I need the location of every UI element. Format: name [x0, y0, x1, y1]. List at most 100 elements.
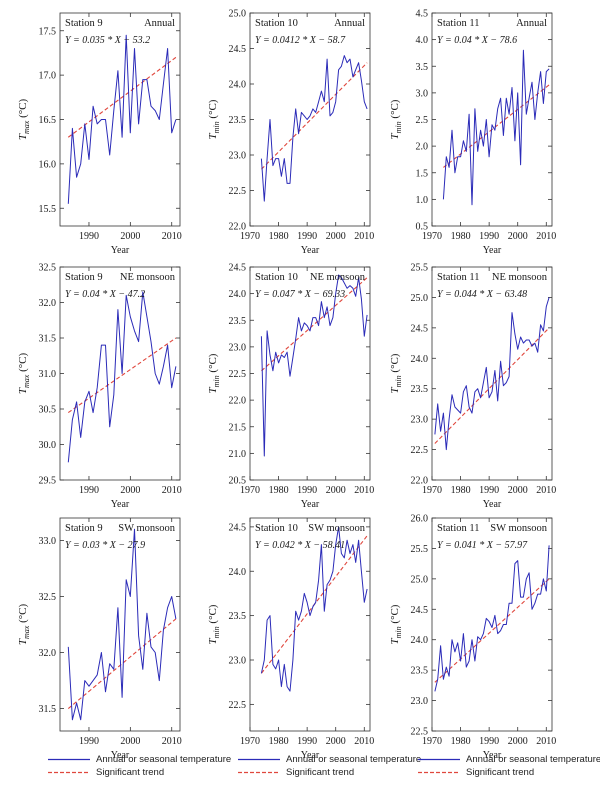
chart-panel: 0.5 1.0 1.5 2.0 2.5 3.0 3.5 4.0 4.5 1970 1980 1990 2…: [389, 9, 556, 257]
y-tick-label: 25.5: [411, 544, 429, 555]
y-tick-label: 17.5: [39, 26, 57, 37]
y-axis-label: Tmin (°C): [207, 99, 221, 139]
legend-middle: Annual or seasonal temperature Significa…: [238, 753, 428, 779]
y-tick-label: 22.5: [411, 727, 429, 738]
y-tick-label: 20.5: [229, 476, 247, 487]
chart-panel: 22.0 22.5 23.0 23.5 24.0 24.5 25.0 25.5 1970 1980…: [389, 263, 556, 511]
station-label: Station 11: [437, 523, 480, 534]
y-tick-label: 22.5: [411, 445, 429, 456]
y-axis-label-main: T: [17, 638, 29, 645]
y-axis-label-main: T: [389, 637, 401, 644]
trend-equation: Y = 0.042 * X − 58.41: [255, 540, 345, 551]
y-tick-label: 30.0: [39, 440, 57, 451]
y-tick-label: 17.0: [39, 71, 57, 82]
season-label: Annual: [516, 18, 547, 29]
y-tick-label: 2.5: [416, 115, 429, 126]
y-tick-label: 31.5: [39, 334, 57, 345]
x-tick-label: 2010: [162, 231, 182, 242]
chart-panel: 31.5 32.0 32.5 33.0 1990 2000 2010 Station 9 SW …: [17, 517, 182, 761]
y-tick-label: 21.5: [229, 422, 247, 433]
x-axis-label: Year: [111, 750, 130, 761]
y-axis-label-sub: max: [22, 120, 31, 134]
y-tick-label: 24.0: [411, 354, 429, 365]
x-tick-label: 1980: [269, 485, 289, 496]
y-axis-label-unit: (°C): [207, 99, 219, 121]
x-tick-label: 2000: [326, 231, 346, 242]
trend-equation: Y = 0.04 * X − 47.2: [65, 289, 145, 300]
chart-panel: 22.5 23.0 23.5 24.0 24.5 25.0 25.5 26.0 1970 1980…: [389, 514, 556, 762]
plot-frame: [431, 266, 553, 481]
y-tick-label: 24.0: [229, 289, 247, 300]
series-line: [260, 55, 368, 202]
y-axis-label-sub: min: [212, 375, 221, 387]
station-label: Station 11: [437, 272, 480, 283]
trend-equation: Y = 0.035 * X − 53.2: [65, 35, 150, 46]
y-axis-label-unit: (°C): [17, 353, 29, 375]
y-tick-label: 24.5: [229, 522, 247, 533]
y-tick-label: 22.5: [229, 369, 247, 380]
x-tick-label: 2000: [326, 485, 346, 496]
y-axis-label-main: T: [17, 387, 29, 394]
y-axis-label-sub: max: [22, 374, 31, 388]
legend-series-entry: Annual or seasonal temperature: [48, 753, 238, 766]
x-tick-label: 1990: [297, 485, 317, 496]
y-tick-label: 30.5: [39, 405, 57, 416]
x-tick-label: 1990: [479, 736, 499, 747]
y-axis-label-main: T: [207, 637, 219, 644]
y-tick-label: 23.0: [229, 656, 247, 667]
x-tick-label: 2000: [508, 231, 528, 242]
trend-equation: Y = 0.047 * X − 69.33: [255, 289, 345, 300]
y-tick-label: 32.5: [39, 592, 57, 603]
legend-trend-label: Significant trend: [286, 767, 355, 778]
y-axis-label-main: T: [207, 386, 219, 393]
trend-line: [67, 337, 177, 414]
series-line: [434, 297, 550, 451]
x-axis-label: Year: [483, 499, 502, 510]
x-tick-label: 1990: [79, 485, 99, 496]
y-tick-label: 32.0: [39, 298, 57, 309]
y-tick-label: 32.5: [39, 263, 57, 274]
y-axis-label-main: T: [389, 132, 401, 139]
y-axis-label-main: T: [207, 132, 219, 139]
x-axis-label: Year: [301, 750, 320, 761]
y-tick-label: 24.5: [411, 605, 429, 616]
x-tick-label: 2010: [536, 485, 556, 496]
series-line: [67, 291, 177, 463]
y-tick-label: 22.0: [229, 396, 247, 407]
y-tick-label: 24.5: [229, 44, 247, 55]
chart-panel: 29.5 30.0 30.5 31.0 31.5 32.0 32.5 1990 2000 2010…: [17, 263, 182, 511]
y-axis-label-main: T: [17, 133, 29, 140]
x-tick-label: 1990: [479, 485, 499, 496]
plot-frame: [59, 517, 181, 732]
trend-equation: Y = 0.0412 * X − 58.7: [255, 35, 346, 46]
station-label: Station 9: [65, 523, 103, 534]
y-axis-label-sub: min: [212, 121, 221, 133]
legend-trend-entry: Significant trend: [238, 766, 428, 779]
x-axis-label: Year: [483, 750, 502, 761]
season-label: SW monsoon: [118, 523, 175, 534]
trend-line: [261, 62, 368, 170]
x-tick-label: 1980: [451, 485, 471, 496]
y-tick-label: 23.5: [229, 316, 247, 327]
y-tick-label: 24.0: [229, 80, 247, 91]
plot-frame: [431, 517, 553, 732]
x-tick-label: 2010: [354, 231, 374, 242]
x-tick-label: 1990: [79, 736, 99, 747]
x-axis-label: Year: [111, 499, 130, 510]
y-tick-label: 31.5: [39, 704, 57, 715]
season-label: Annual: [144, 18, 175, 29]
x-tick-label: 2010: [536, 736, 556, 747]
y-tick-label: 22.5: [229, 700, 247, 711]
x-tick-label: 1990: [297, 736, 317, 747]
x-tick-label: 2010: [536, 231, 556, 242]
y-axis-label-sub: min: [394, 121, 403, 133]
y-axis-label-unit: (°C): [389, 353, 401, 375]
season-label: NE monsoon: [310, 272, 366, 283]
y-tick-label: 22.0: [411, 476, 429, 487]
station-label: Station 10: [255, 18, 298, 29]
y-axis-label: Tmax (°C): [17, 353, 31, 395]
series-line: [434, 545, 550, 692]
y-tick-label: 3.0: [416, 88, 429, 99]
x-tick-label: 1970: [240, 736, 260, 747]
y-tick-label: 24.0: [411, 635, 429, 646]
